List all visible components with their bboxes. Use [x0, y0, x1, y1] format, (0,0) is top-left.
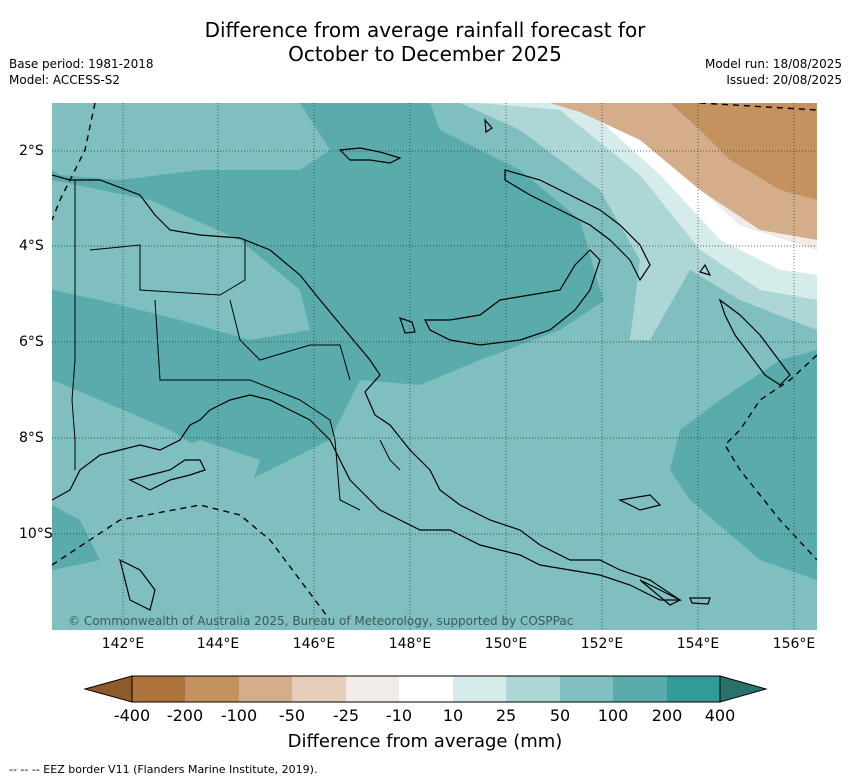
lat-label-6s: 6°S	[19, 334, 44, 350]
colorbar-swatch-7	[453, 676, 506, 702]
copyright-notice: © Commonwealth of Australia 2025, Bureau…	[68, 614, 574, 628]
coastlines	[52, 118, 791, 611]
light-patch-southwest	[52, 440, 260, 570]
eez-south	[52, 504, 331, 621]
model-run: Model run: 18/08/2025	[704, 57, 842, 71]
cb-tick-4: -50	[278, 706, 306, 725]
umboi-outline	[399, 317, 416, 334]
cb-tick-7: 10	[442, 706, 464, 725]
manus-outline	[338, 147, 402, 164]
torres-coast	[128, 459, 206, 491]
eez-east	[724, 354, 817, 561]
dark-band-north	[52, 103, 620, 480]
band-25-50	[460, 103, 817, 340]
buka-outline	[699, 263, 712, 276]
lat-label-8s: 8°S	[19, 430, 44, 446]
meta-left: Base period: 1981-2018 Model: ACCESS-S2	[9, 56, 154, 88]
base-period: Base period: 1981-2018	[9, 57, 154, 71]
dark-patch-southwest	[52, 505, 100, 570]
eez-footnote: -- -- -- EEZ border V11 (Flanders Marine…	[9, 763, 318, 776]
colorbar-swatch-8	[506, 676, 560, 702]
lat-label-10s: 10°S	[19, 526, 53, 542]
light-patch-northwest	[52, 103, 330, 180]
colorbar-swatch-1	[132, 676, 185, 702]
province-border-1	[89, 240, 246, 296]
new-ireland-outline	[504, 169, 651, 282]
lon-label-142: 142°E	[101, 636, 145, 652]
eez-north	[699, 103, 817, 111]
colorbar-swatch-9	[560, 676, 613, 702]
colorbar-swatch-3	[239, 676, 292, 702]
cb-tick-5: -25	[332, 706, 360, 725]
international-border	[71, 180, 76, 470]
lon-label-152: 152°E	[580, 636, 624, 652]
lon-label-148: 148°E	[388, 636, 432, 652]
colorbar-title: Difference from average (mm)	[287, 731, 563, 752]
bougainville-outline	[718, 298, 791, 386]
small-island-1	[484, 118, 493, 134]
lon-label-144: 144°E	[196, 636, 240, 652]
map-fill	[52, 103, 817, 630]
colorbar-swatch-10	[613, 676, 667, 702]
light-patch-west	[52, 180, 310, 340]
eez-borders	[52, 103, 817, 621]
colorbar-swatch-4	[292, 676, 346, 702]
cb-tick-11: 200	[651, 706, 683, 725]
lat-label-4s: 4°S	[19, 238, 44, 254]
band-minus-100	[670, 103, 817, 200]
province-border-3	[229, 299, 351, 381]
cb-tick-10: 100	[597, 706, 629, 725]
cape-york-outline	[119, 558, 156, 611]
province-border-5	[379, 439, 401, 471]
cb-tick-12: 400	[704, 706, 736, 725]
lon-label-146: 146°E	[292, 636, 336, 652]
new-guinea-outline	[52, 174, 682, 601]
new-britain-outline	[424, 249, 601, 346]
cb-tick-9: 50	[549, 706, 571, 725]
fergusson-outline	[618, 494, 662, 511]
issued-date: Issued: 20/08/2025	[726, 73, 842, 87]
cb-tick-6: -10	[385, 706, 413, 725]
cb-tick-3: -100	[220, 706, 258, 725]
tagula-outline	[689, 597, 711, 605]
title-line-2: October to December 2025	[288, 42, 562, 66]
map-title: Difference from average rainfall forecas…	[0, 18, 850, 66]
colorbar-arrow-left	[83, 675, 133, 703]
colorbar-swatch-5	[346, 676, 399, 702]
cb-tick-2: -200	[166, 706, 204, 725]
colorbar-swatch-6	[399, 676, 453, 702]
meta-right: Model run: 18/08/2025 Issued: 20/08/2025	[705, 56, 842, 88]
band-neutral	[500, 103, 817, 275]
cb-tick-1: -400	[113, 706, 151, 725]
lon-label-154: 154°E	[676, 636, 720, 652]
title-line-1: Difference from average rainfall forecas…	[204, 18, 646, 42]
lat-label-2s: 2°S	[19, 143, 44, 159]
province-border-4	[334, 439, 361, 511]
colorbar-swatch-2	[185, 676, 239, 702]
band-10-25	[480, 103, 817, 300]
borders	[71, 180, 401, 511]
colorbar-arrow-right	[719, 675, 768, 703]
dark-band-east	[670, 350, 817, 580]
cb-tick-8: 25	[495, 706, 517, 725]
colorbar-outline	[131, 675, 721, 703]
gridlines	[52, 103, 817, 630]
rossel-outline	[639, 579, 682, 606]
eez-west	[52, 103, 96, 221]
lon-label-150: 150°E	[484, 636, 528, 652]
colorbar-swatch-11	[667, 676, 720, 702]
lon-label-156: 156°E	[772, 636, 816, 652]
colorbar	[83, 675, 768, 703]
model-name: Model: ACCESS-S2	[9, 73, 121, 87]
province-border-2	[154, 299, 336, 441]
